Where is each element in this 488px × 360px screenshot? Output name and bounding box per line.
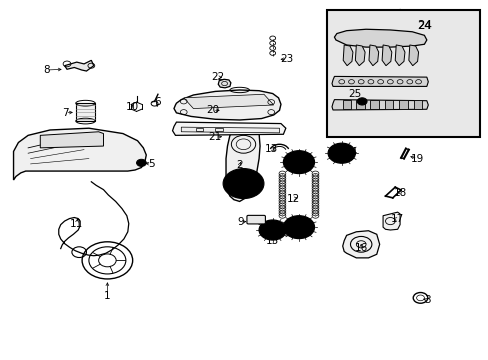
Text: 13: 13 xyxy=(264,144,277,154)
Text: 23: 23 xyxy=(280,54,293,64)
Bar xyxy=(326,10,479,137)
Text: 20: 20 xyxy=(206,105,219,115)
Polygon shape xyxy=(172,122,285,135)
Text: 8: 8 xyxy=(43,65,50,75)
Polygon shape xyxy=(368,45,378,66)
Polygon shape xyxy=(64,60,94,71)
Text: 25: 25 xyxy=(348,89,361,99)
Text: 10: 10 xyxy=(126,102,139,112)
Polygon shape xyxy=(343,45,352,66)
Text: 1: 1 xyxy=(104,291,110,301)
Polygon shape xyxy=(76,103,95,121)
Polygon shape xyxy=(408,45,418,66)
Text: 14: 14 xyxy=(344,147,357,157)
Text: 6: 6 xyxy=(154,97,161,107)
Polygon shape xyxy=(331,100,427,110)
Polygon shape xyxy=(369,100,378,109)
Text: 18: 18 xyxy=(393,188,406,198)
Polygon shape xyxy=(398,100,407,109)
Text: 16: 16 xyxy=(354,243,367,253)
Text: 11: 11 xyxy=(70,219,83,229)
Circle shape xyxy=(136,159,146,166)
Circle shape xyxy=(259,220,286,240)
Polygon shape xyxy=(384,100,392,109)
Polygon shape xyxy=(183,94,273,109)
FancyBboxPatch shape xyxy=(246,215,265,224)
Text: 24: 24 xyxy=(416,19,431,32)
Text: 24: 24 xyxy=(416,21,430,31)
Polygon shape xyxy=(356,100,365,109)
Polygon shape xyxy=(342,100,351,109)
Circle shape xyxy=(357,98,366,105)
Text: 21: 21 xyxy=(208,132,222,142)
Circle shape xyxy=(283,151,314,174)
Polygon shape xyxy=(40,132,103,148)
Text: 22: 22 xyxy=(211,72,224,82)
Polygon shape xyxy=(394,45,404,66)
Polygon shape xyxy=(381,45,391,66)
Text: 7: 7 xyxy=(62,108,69,118)
Text: 4: 4 xyxy=(236,189,243,199)
Text: 17: 17 xyxy=(390,214,404,224)
Polygon shape xyxy=(342,231,379,258)
Polygon shape xyxy=(334,29,426,47)
Text: 9: 9 xyxy=(237,217,244,227)
Text: 2: 2 xyxy=(236,160,243,170)
Polygon shape xyxy=(382,212,399,230)
Circle shape xyxy=(241,186,255,197)
Polygon shape xyxy=(14,128,146,180)
Circle shape xyxy=(223,168,264,199)
Polygon shape xyxy=(181,127,279,133)
Text: 3: 3 xyxy=(424,296,430,305)
Circle shape xyxy=(283,216,314,239)
Text: 5: 5 xyxy=(147,159,154,169)
Text: 12: 12 xyxy=(286,194,299,203)
Polygon shape xyxy=(174,90,281,120)
Circle shape xyxy=(327,143,355,163)
Text: 15: 15 xyxy=(265,236,279,246)
Polygon shape xyxy=(413,100,422,109)
Polygon shape xyxy=(331,76,427,86)
Polygon shape xyxy=(355,45,365,66)
Polygon shape xyxy=(218,79,230,88)
Polygon shape xyxy=(225,125,260,202)
Text: 19: 19 xyxy=(410,154,424,163)
